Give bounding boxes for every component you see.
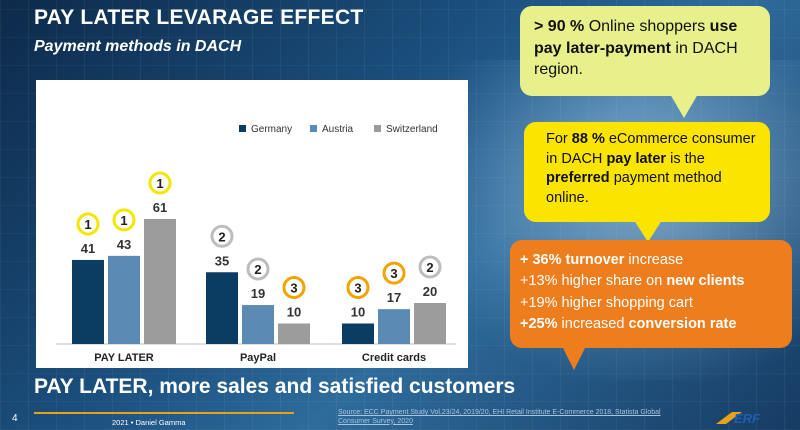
bar-value-label: 61 (153, 200, 167, 215)
rank-badge-label: 3 (390, 266, 397, 281)
company-logo: ERF (716, 411, 761, 426)
category-label: Credit cards (362, 352, 426, 364)
slide-banner: PAY LATER, more sales and satisfied cust… (34, 375, 516, 398)
bar-value-label: 10 (351, 305, 365, 320)
effect-turnover-value: + 36% turnover (520, 252, 625, 268)
callout2-part3: eCommerce consumer in DACH (546, 131, 756, 167)
callout1-part1: > 90 % (534, 18, 585, 35)
bar-value-label: 19 (251, 286, 265, 301)
svg-text:ERF: ERF (734, 411, 761, 426)
bar-switzerland-2 (414, 303, 446, 344)
legend-label-austria: Austria (322, 124, 354, 135)
effect-clients-bold: new clients (666, 273, 745, 290)
bar-value-label: 10 (287, 305, 301, 320)
category-label: PAY LATER (94, 352, 154, 364)
bar-value-label: 41 (81, 241, 95, 256)
bar-value-label: 17 (387, 290, 401, 305)
rank-badge (112, 208, 136, 232)
callout-preferred-method: For 88 % eCommerce consumer in DACH pay … (524, 122, 770, 242)
rank-badge (246, 257, 270, 281)
bar-germany-0 (72, 259, 104, 344)
slide-subtitle: Payment methods in DACH (34, 38, 242, 55)
page-number: 4 (12, 413, 18, 424)
rank-badge-label: 2 (426, 260, 433, 275)
callout-tail (670, 94, 698, 118)
bar-austria-1 (242, 305, 274, 344)
effect-line-new-clients: +13% higher share on new clients (520, 271, 782, 292)
callout2-part7: payment method online. (546, 170, 722, 206)
bar-chart: 41 1 43 1 61 1 PAY LATER 35 2 19 2 10 3 PayPal 10 3 17 3 2… (56, 124, 456, 364)
effect-turnover-text: increase (624, 252, 684, 268)
rank-badge (382, 261, 406, 285)
rank-badge-label: 1 (84, 217, 91, 232)
author-credit: 2021 • Daniel Gamma (112, 418, 186, 427)
legend-swatch-austria (310, 125, 317, 132)
callout2-part1: For (546, 131, 572, 147)
bar-austria-0 (108, 255, 140, 344)
callout-tail (634, 220, 662, 242)
category-label: PayPal (240, 352, 276, 364)
effect-conversion-text: increased (557, 316, 629, 333)
effect-line-cart: +19% higher shopping cart (520, 294, 693, 311)
rank-badge-label: 3 (354, 281, 361, 296)
rank-badge (148, 171, 172, 195)
bar-value-label: 20 (423, 284, 437, 299)
source-note: Source: ECC Payment Study Vol.23/24, 201… (338, 409, 661, 425)
legend-label-switzerland: Switzerland (386, 124, 438, 135)
slide-title: PAY LATER LEVARAGE EFFECT (34, 6, 364, 29)
effect-line-conversion: +25% increased conversion rate (520, 314, 782, 335)
footer-divider (34, 412, 294, 414)
bar-value-label: 43 (117, 237, 131, 252)
bar-germany-2 (342, 323, 374, 344)
effect-conversion-value: +25% (520, 316, 558, 333)
rank-badge-label: 1 (120, 213, 127, 228)
callout2-part2: 88 % (571, 131, 605, 147)
bar-switzerland-0 (144, 218, 176, 344)
legend-swatch-switzerland (374, 125, 381, 132)
bar-germany-1 (206, 272, 238, 344)
rank-badge (346, 276, 370, 299)
effect-conversion-bold: conversion rate (628, 316, 737, 333)
callout-effects: + 36% turnover increase +13% higher shar… (510, 240, 792, 370)
rank-badge (210, 224, 234, 248)
effect-clients-text: +13% higher share on (520, 273, 667, 290)
callout1-part4: in DACH region. (534, 39, 738, 79)
callout-pay-later-usage: > 90 % Online shoppers use pay later-pay… (520, 6, 770, 118)
bar-value-label: 35 (215, 253, 229, 268)
rank-badge-label: 1 (156, 176, 163, 191)
rank-badge (76, 212, 100, 236)
callout-tail (562, 346, 586, 370)
callout1-part2: Online shoppers (584, 18, 710, 35)
rank-badge-label: 3 (290, 281, 297, 296)
effect-line-turnover: + 36% turnover increase (520, 250, 782, 271)
callout1-part3: use pay later-payment (534, 18, 738, 57)
rank-badge (418, 255, 442, 279)
legend-label-germany: Germany (251, 124, 292, 135)
chart-panel: 41 1 43 1 61 1 PAY LATER 35 2 19 2 10 3 PayPal 10 3 17 3 2… (36, 80, 468, 368)
callout2-part5: is the (666, 150, 705, 167)
callout2-part6: preferred (546, 170, 610, 187)
rank-badge (282, 276, 306, 299)
rank-badge-label: 2 (254, 262, 261, 277)
bar-austria-2 (378, 309, 410, 344)
rank-badge-label: 2 (218, 229, 225, 244)
legend-swatch-germany (239, 125, 246, 132)
bar-switzerland-1 (278, 323, 310, 344)
callout2-part4: pay later (606, 150, 667, 167)
